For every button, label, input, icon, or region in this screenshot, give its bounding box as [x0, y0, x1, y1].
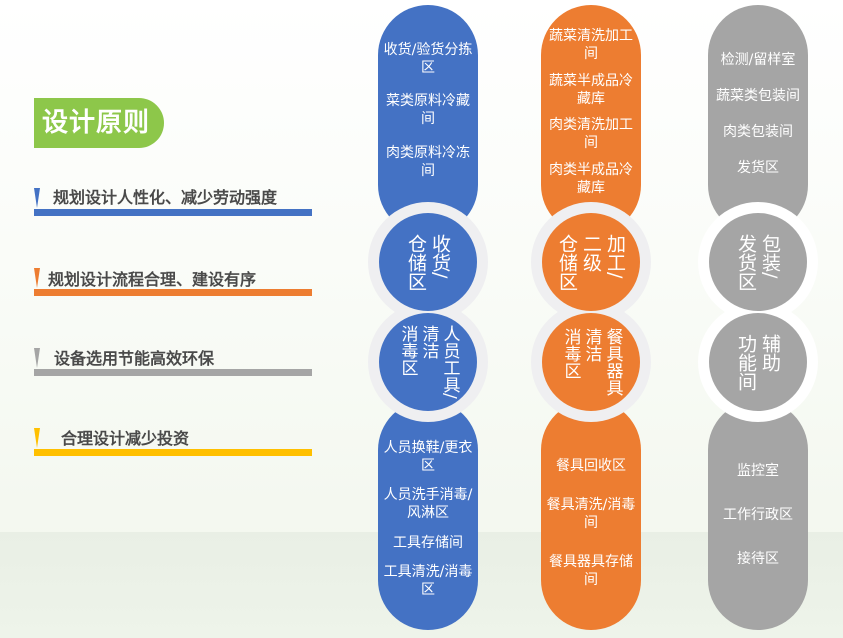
area-label: 收货/验货分拣区 [383, 41, 473, 76]
marker-icon [34, 428, 40, 448]
area-label: 餐具回收区 [556, 458, 626, 474]
circle-label: 二级 [580, 233, 602, 272]
packing-top-pill: 检测/留样室 蔬菜类包装间 肉类包装间 发货区 [708, 5, 808, 235]
circle-label: 消毒区 [397, 325, 418, 377]
processing-top-pill: 蔬菜清洗加工间 蔬菜半成品冷藏库 肉类清洗加工间 肉类半成品冷藏库 [541, 5, 641, 235]
receiving-storage-circle: 收货/仓储区 [379, 213, 477, 311]
circle-label: 清洁 [581, 328, 602, 362]
area-label: 肉类包装间 [723, 124, 793, 140]
area-label: 工作行政区 [723, 507, 793, 523]
area-label: 蔬菜类包装间 [716, 88, 800, 104]
circle-label: 包装/ [759, 233, 781, 278]
marker-icon [34, 188, 40, 208]
tableware-bottom-pill: 餐具回收区 餐具清洗/消毒间 餐具器具存储间 [541, 400, 641, 630]
circle-label: 加工/ [604, 233, 626, 278]
packing-shipping-circle: 包装/发货区 [709, 213, 807, 311]
circle-label: 消毒区 [560, 328, 581, 379]
marker-icon [34, 348, 40, 368]
circle-label: 辅助 [759, 333, 781, 372]
principle-text: 合理设计减少投资 [61, 429, 190, 448]
area-label: 工具清洗/消毒区 [383, 563, 473, 598]
underline [34, 289, 312, 296]
circle-label: 收货/ [429, 233, 451, 278]
area-label: 蔬菜半成品冷藏库 [549, 72, 633, 107]
circle-label: 仓储区 [556, 233, 578, 291]
storage-top-pill: 收货/验货分拣区 菜类原料冷藏间 肉类原料冷冻间 [378, 5, 478, 235]
section-title: 设计原则 [34, 98, 164, 148]
area-label: 菜类原料冷藏间 [386, 93, 470, 127]
area-label: 餐具清洗/消毒间 [546, 497, 636, 531]
area-label: 蔬菜清洗加工间 [549, 28, 633, 63]
circle-label: 清洁 [418, 325, 439, 360]
principle-text: 规划设计人性化、减少劳动强度 [53, 188, 278, 207]
area-label: 监控室 [737, 463, 779, 479]
processing-storage-circle: 加工/二级 仓储区 [542, 213, 640, 311]
circle-label: 人员工具/ [439, 325, 460, 399]
area-label: 肉类半成品冷藏库 [549, 161, 633, 196]
area-label: 餐具器具存储间 [549, 554, 633, 588]
principle-text: 设备选用节能高效环保 [54, 349, 215, 368]
area-label: 肉类清洗加工间 [549, 117, 633, 152]
marker-icon [34, 268, 40, 288]
principle-text: 规划设计流程合理、建设有序 [48, 270, 257, 289]
area-label: 工具存储间 [393, 534, 463, 551]
area-label: 检测/留样室 [720, 52, 796, 68]
cleaning-bottom-pill: 人员换鞋/更衣区 人员洗手消毒/风淋区 工具存储间 工具清洗/消毒区 [378, 400, 478, 630]
circle-label: 仓储区 [405, 233, 427, 291]
underline [34, 369, 312, 376]
area-label: 接待区 [737, 551, 779, 567]
underline [34, 209, 312, 216]
area-label: 肉类原料冷冻间 [386, 144, 470, 179]
tableware-cleaning-circle: 餐具器具 清洁 消毒区 [542, 313, 640, 411]
circle-label: 发货区 [735, 233, 757, 291]
circle-label: 功能间 [735, 333, 757, 391]
staff-cleaning-circle: 人员工具/清洁 消毒区 [379, 313, 477, 411]
circle-label: 餐具器具 [602, 328, 623, 396]
area-label: 人员换鞋/更衣区 [383, 440, 473, 475]
area-label: 发货区 [737, 160, 779, 176]
auxiliary-bottom-pill: 监控室 工作行政区 接待区 [708, 400, 808, 630]
area-label: 人员洗手消毒/风淋区 [383, 487, 473, 522]
auxiliary-room-circle: 辅助 功能间 [709, 313, 807, 411]
underline [34, 449, 312, 456]
